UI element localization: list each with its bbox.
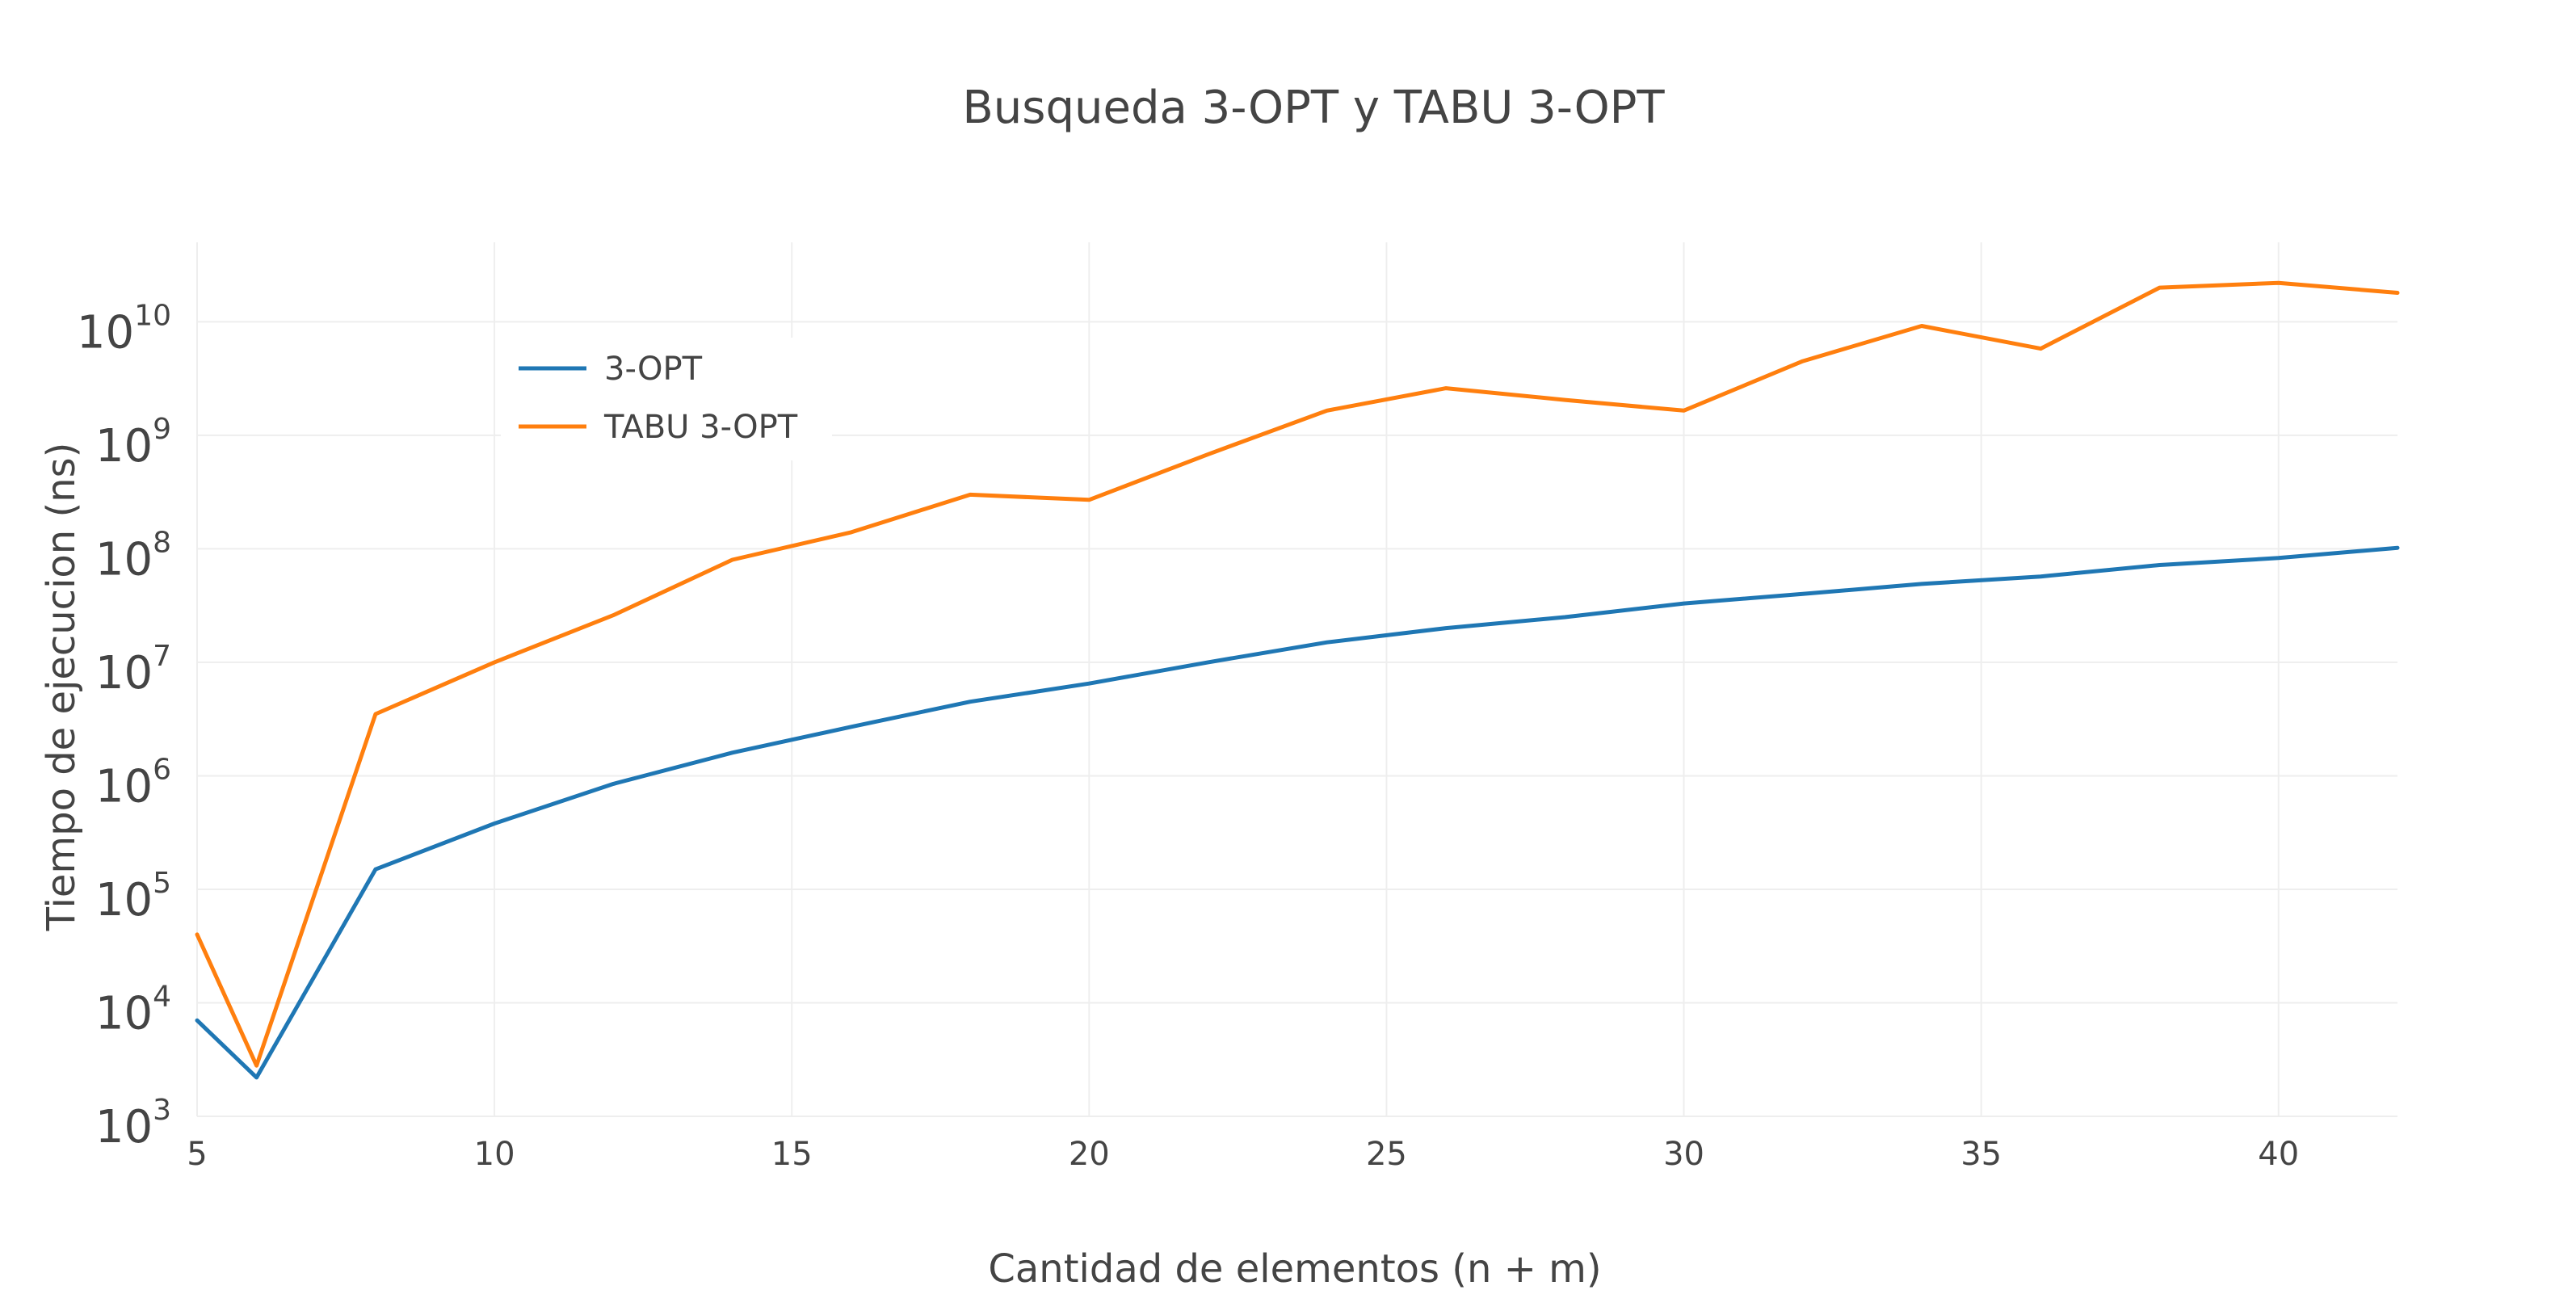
- x-tick-label: 35: [1960, 1136, 2002, 1173]
- gridlines: [196, 242, 2397, 1117]
- x-tick-label: 20: [1069, 1136, 1110, 1173]
- y-tick-base: 10: [95, 533, 153, 586]
- series-line-3-opt: [195, 545, 2400, 1080]
- y-tick-label: 104: [95, 980, 171, 1040]
- x-tick-label: 30: [1663, 1136, 1704, 1173]
- y-tick-exponent: 9: [153, 413, 171, 446]
- y-tick-label: 108: [95, 526, 171, 586]
- series-line-tabu-3-opt: [195, 280, 2400, 1068]
- x-tick-label: 40: [2258, 1136, 2299, 1173]
- y-tick-base: 10: [77, 306, 134, 359]
- y-axis-title: Tiempo de ejecucion (ns): [39, 443, 84, 932]
- y-tick-label: 109: [95, 413, 171, 473]
- legend: 3-OPT TABU 3-OPT: [501, 338, 832, 460]
- y-tick-base: 10: [95, 647, 153, 700]
- y-tick-label: 105: [95, 867, 171, 927]
- y-tick-base: 10: [95, 987, 153, 1040]
- y-tick-base: 10: [95, 760, 153, 813]
- chart-title: Busqueda 3-OPT y TABU 3-OPT: [962, 82, 1665, 134]
- y-tick-exponent: 6: [153, 753, 171, 786]
- y-tick-exponent: 4: [153, 980, 171, 1013]
- legend-label: 3-OPT: [604, 351, 703, 388]
- legend-label: TABU 3-OPT: [603, 409, 798, 446]
- y-tick-exponent: 10: [134, 299, 171, 332]
- y-tick-base: 10: [95, 874, 153, 927]
- x-axis-ticks: 5 10 15 20 25 30 35 40: [187, 1136, 2299, 1173]
- x-tick-label: 15: [771, 1136, 813, 1173]
- y-tick-exponent: 3: [153, 1094, 171, 1127]
- y-tick-label: 1010: [77, 299, 171, 359]
- x-axis-title: Cantidad de elementos (n + m): [988, 1246, 1601, 1292]
- legend-background: [501, 338, 832, 460]
- x-tick-label: 10: [474, 1136, 515, 1173]
- y-tick-base: 10: [95, 1101, 153, 1153]
- y-tick-label: 106: [95, 753, 171, 813]
- y-tick-label: 107: [95, 640, 171, 700]
- y-tick-exponent: 8: [153, 526, 171, 559]
- y-tick-label: 103: [95, 1094, 171, 1153]
- y-tick-base: 10: [95, 420, 153, 473]
- x-tick-label: 25: [1366, 1136, 1407, 1173]
- y-tick-exponent: 7: [153, 640, 171, 673]
- y-tick-exponent: 5: [153, 867, 171, 900]
- x-tick-label: 5: [187, 1136, 207, 1173]
- series-layer: [195, 280, 2400, 1080]
